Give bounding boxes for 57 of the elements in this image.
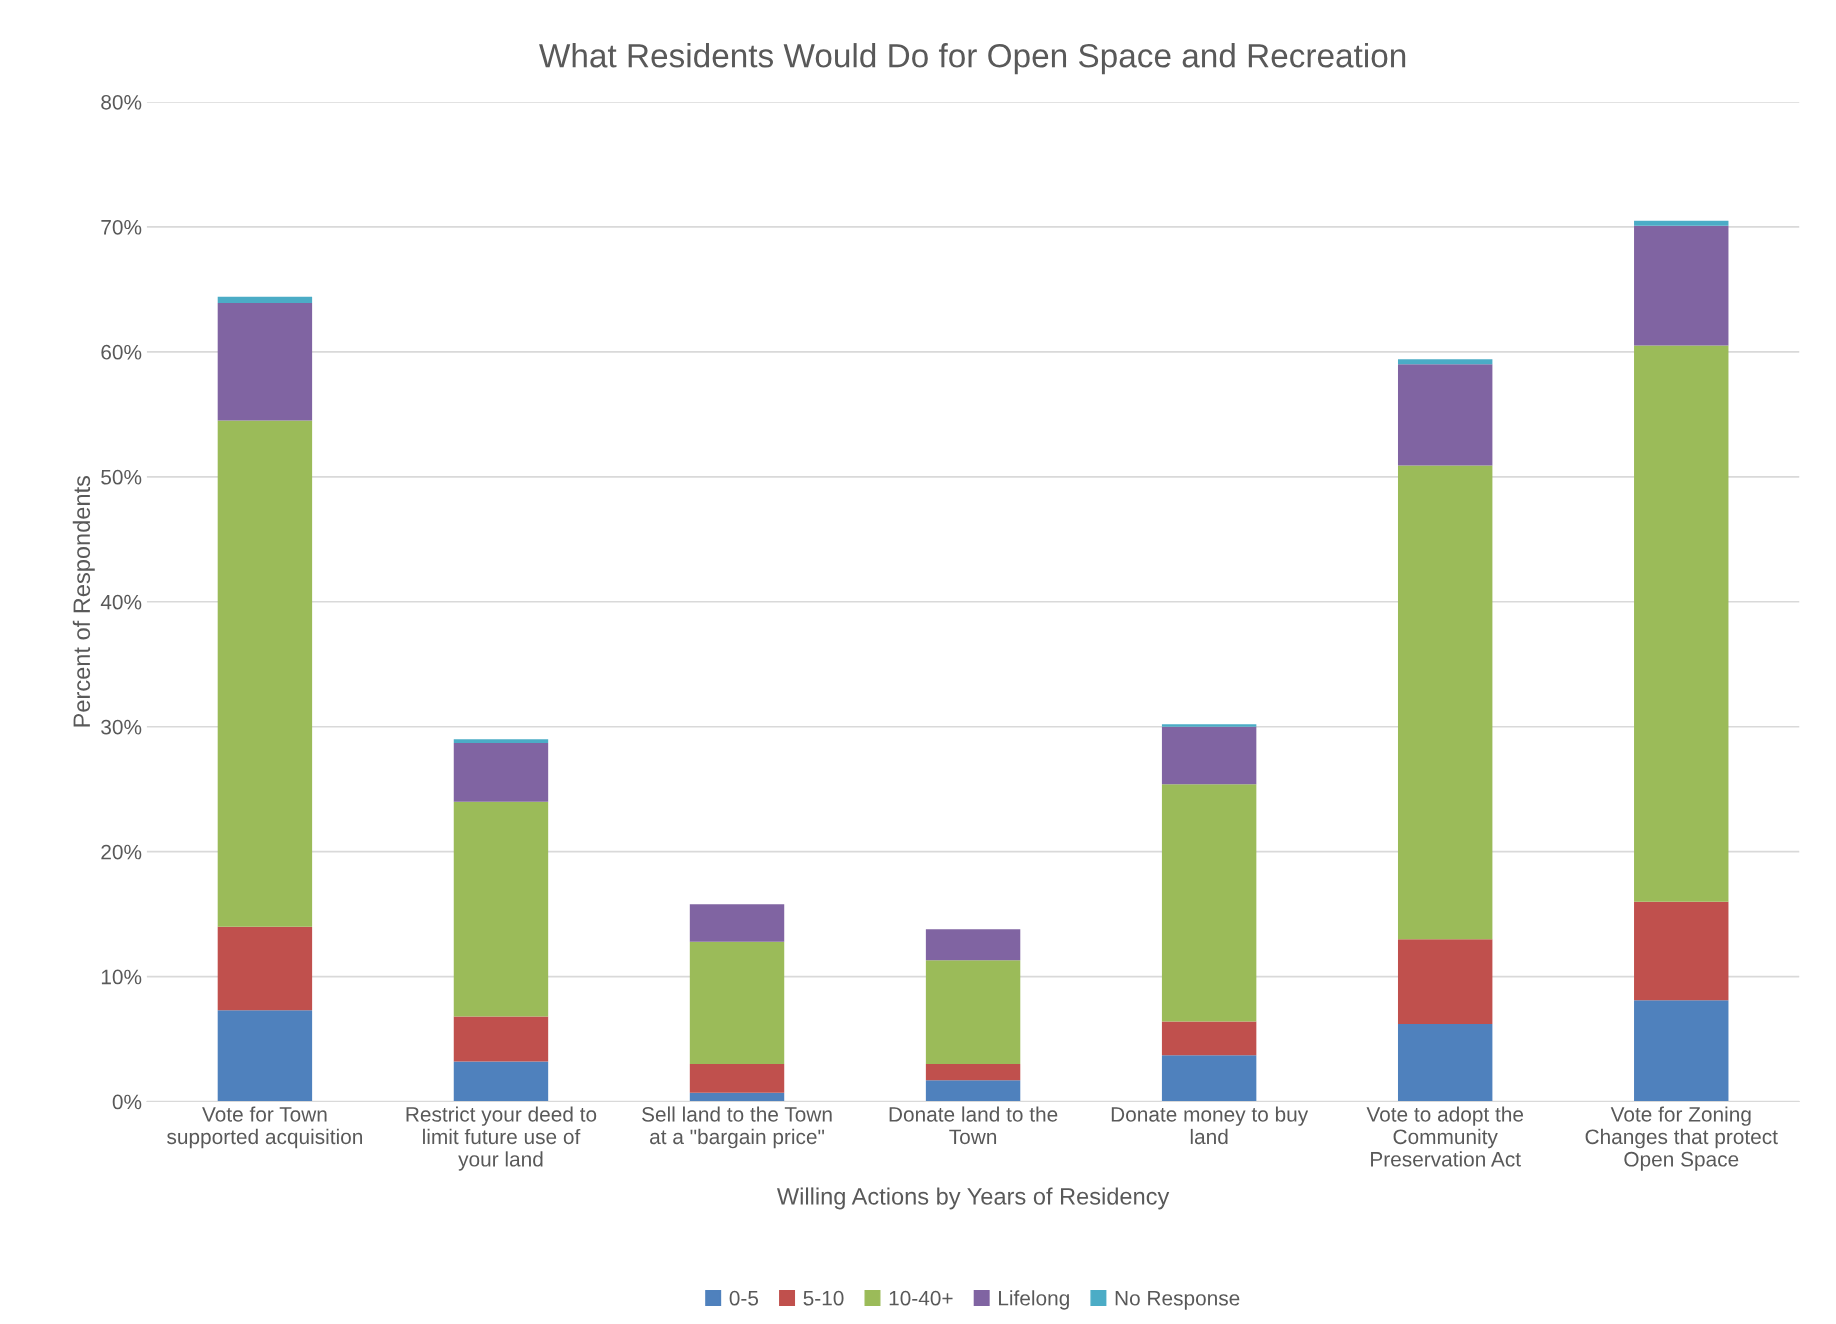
- x-tick-label: Donate money to buy land: [1111, 1106, 1309, 1145]
- x-axis-title: Willing Actions by Years of Residency: [776, 1187, 1170, 1210]
- legend-label: No Response: [1115, 1291, 1240, 1310]
- bar: [1634, 901, 1729, 1001]
- x-tick-label: Restrict your deed to limit future use of your land: [406, 1106, 597, 1171]
- y-tick-label: 70%: [101, 219, 142, 235]
- y-tick-label: 40%: [100, 594, 142, 610]
- y-tick-label: 20%: [101, 844, 142, 860]
- chart-title: What Residents Would Do for Open Space and Recreation: [539, 43, 1406, 75]
- bar: [1161, 784, 1257, 1022]
- legend-label: 5-10: [803, 1290, 844, 1306]
- bar: [689, 904, 785, 942]
- y-tick-label: 0%: [112, 1094, 142, 1110]
- bar: [453, 1016, 549, 1062]
- bar: [925, 1080, 1021, 1102]
- bar: [1397, 364, 1493, 466]
- bar: [925, 929, 1021, 961]
- x-tick-label: Donate land to the Town: [889, 1106, 1058, 1145]
- legend-label: 10-40+: [889, 1290, 953, 1306]
- x-tick-label: Vote for Zoning Changes that protect Open Space: [1585, 1106, 1778, 1171]
- bar: [689, 1092, 785, 1102]
- bar: [217, 420, 313, 927]
- bar: [453, 739, 549, 743]
- y-axis-title: Percent of Respondents: [72, 475, 95, 727]
- bar: [689, 941, 785, 1065]
- bar: [1161, 1055, 1257, 1102]
- y-tick-label: 10%: [101, 969, 142, 985]
- bar: [217, 303, 313, 421]
- y-tick-label: 60%: [101, 344, 142, 360]
- bar: [1634, 345, 1729, 902]
- bar: [1397, 939, 1493, 1025]
- legend-label: 0-5: [729, 1290, 759, 1306]
- y-tick-label: 50%: [101, 469, 142, 485]
- y-tick-label: 30%: [101, 719, 142, 735]
- bar: [453, 1061, 549, 1102]
- bar: [1634, 1000, 1729, 1102]
- bar: [1634, 225, 1729, 346]
- bar: [217, 296, 313, 304]
- bar: [453, 742, 549, 802]
- x-tick-label: Vote to adopt the Community Preservation Act: [1366, 1106, 1524, 1167]
- bar: [217, 926, 313, 1011]
- y-tick-label: 80%: [101, 94, 142, 110]
- bar: [1397, 465, 1493, 940]
- bar: [1397, 1024, 1493, 1102]
- bar: [1634, 220, 1729, 226]
- bar: [689, 1064, 785, 1093]
- bar: [1397, 359, 1493, 365]
- bar: [925, 960, 1021, 1065]
- bar: [453, 801, 549, 1017]
- bar: [1161, 726, 1257, 785]
- bar: [1161, 1021, 1257, 1056]
- legend-label: Lifelong: [999, 1290, 1069, 1310]
- bar: [217, 1010, 313, 1102]
- bar: [925, 1064, 1021, 1081]
- bar: [1161, 724, 1257, 727]
- x-tick-label: Vote for Town supported acquisition: [167, 1106, 363, 1149]
- x-tick-label: Sell land to the Town at a "bargain price": [642, 1106, 832, 1149]
